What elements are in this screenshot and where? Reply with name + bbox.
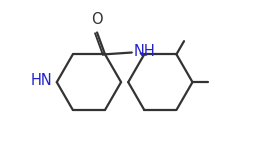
Text: O: O: [91, 12, 103, 27]
Text: NH: NH: [134, 44, 155, 59]
Text: HN: HN: [31, 73, 52, 88]
